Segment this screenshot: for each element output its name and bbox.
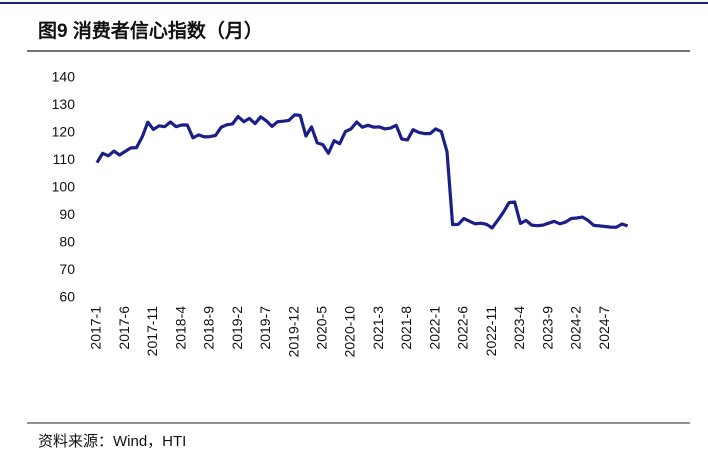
y-tick-label: 110 [53, 151, 76, 167]
y-tick-label: 70 [59, 261, 75, 277]
x-tick-label: 2023-9 [539, 306, 555, 350]
x-tick-label: 2021-8 [398, 306, 414, 350]
y-tick-label: 120 [52, 124, 76, 140]
x-tick-label: 2017-6 [116, 306, 132, 350]
y-tick-label: 80 [59, 234, 75, 250]
x-tick-label: 2017-1 [88, 306, 104, 350]
x-tick-label: 2019-7 [257, 306, 273, 350]
x-tick-label: 2022-6 [455, 306, 471, 350]
x-tick-label: 2022-1 [426, 306, 442, 350]
y-tick-label: 100 [52, 179, 76, 195]
x-tick-label: 2021-3 [370, 306, 386, 350]
x-tick-label: 2023-4 [511, 306, 527, 350]
source-note: 资料来源：Wind，HTI [38, 433, 186, 450]
x-tick-label: 2024-7 [596, 306, 612, 350]
x-tick-label: 2018-4 [172, 306, 188, 350]
x-tick-label: 2019-2 [229, 306, 245, 350]
y-tick-label: 140 [52, 69, 76, 85]
y-tick-label: 60 [59, 289, 75, 305]
x-tick-label: 2019-12 [285, 306, 301, 358]
y-tick-label: 90 [59, 206, 75, 222]
y-tick-label: 130 [52, 96, 76, 112]
x-tick-label: 2024-2 [568, 306, 584, 350]
x-tick-label: 2018-9 [201, 306, 217, 350]
data-line [95, 113, 629, 230]
x-tick-label: 2022-11 [483, 306, 499, 357]
x-tick-label: 2017-11 [144, 306, 160, 357]
x-tick-label: 2020-10 [342, 306, 358, 358]
chart-title: 图9 消费者信心指数（月） [38, 19, 263, 42]
x-tick-label: 2020-5 [314, 306, 330, 350]
